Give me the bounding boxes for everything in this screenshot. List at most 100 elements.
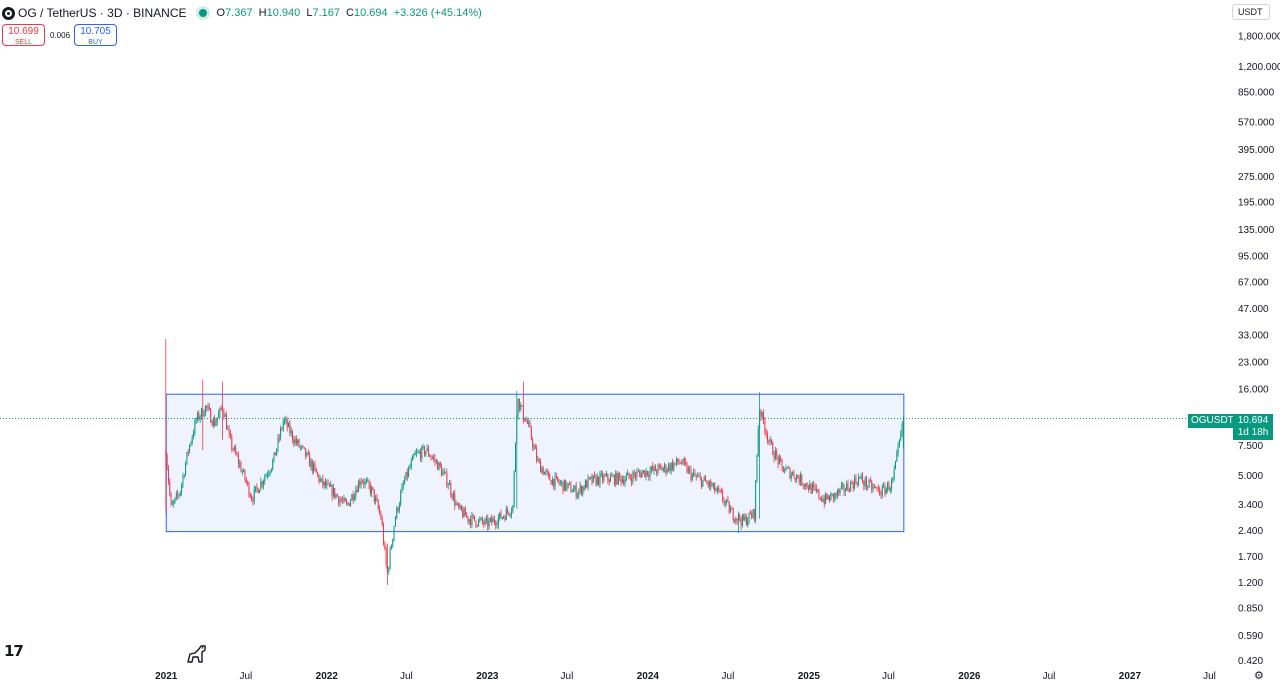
candle (839, 488, 841, 497)
candle (367, 477, 369, 483)
candle (752, 508, 754, 519)
candle (575, 481, 577, 500)
candle (858, 473, 860, 487)
candle (249, 492, 251, 498)
candle (452, 490, 454, 502)
candle (825, 492, 827, 505)
candle (375, 494, 377, 505)
candle (294, 436, 296, 446)
symbol-title[interactable]: OG / TetherUS · 3D · BINANCE (18, 6, 187, 20)
candle (686, 461, 688, 474)
candle (871, 479, 873, 494)
candle (243, 467, 245, 473)
candle (822, 495, 824, 503)
y-tick-label: 275.000 (1238, 172, 1275, 183)
y-tick-label: 47.000 (1238, 304, 1269, 315)
candle (319, 475, 321, 483)
candle (474, 515, 476, 522)
candle (732, 507, 734, 523)
candle (262, 479, 264, 490)
y-tick-label: 1.200 (1238, 578, 1263, 589)
candle (241, 469, 243, 476)
range-box[interactable] (165, 393, 905, 533)
candle (792, 471, 794, 476)
currency-selector[interactable]: USDT (1232, 4, 1270, 20)
candle (507, 506, 509, 515)
candle (544, 471, 546, 475)
buy-button[interactable]: 10.705 BUY (74, 24, 117, 46)
candle (722, 488, 724, 503)
candle (489, 516, 491, 523)
candle (600, 470, 602, 478)
candle (628, 472, 630, 479)
candle (441, 463, 443, 477)
y-tick-label: 33.000 (1238, 330, 1269, 341)
candle (379, 505, 381, 516)
candle (896, 449, 898, 463)
candle (508, 511, 510, 517)
candle (547, 470, 549, 479)
y-tick-label: 1.700 (1238, 552, 1263, 563)
y-tick-label: 0.590 (1238, 631, 1263, 642)
candle (674, 463, 676, 466)
candle (392, 538, 394, 549)
candle (524, 417, 526, 422)
candle (803, 483, 805, 490)
sell-button[interactable]: 10.699 SELL (2, 24, 45, 46)
candle (865, 475, 867, 491)
candle (472, 513, 474, 520)
candle (542, 465, 544, 476)
candle (714, 482, 716, 494)
candle (301, 444, 303, 450)
candle (277, 434, 279, 453)
y-tick-label: 0.850 (1238, 604, 1263, 615)
candle (902, 416, 904, 449)
tradingview-logo-icon[interactable]: 17 (4, 642, 24, 660)
candle (678, 458, 680, 465)
dinosaur-icon[interactable] (186, 644, 208, 664)
candle (536, 444, 538, 464)
candle (743, 513, 745, 521)
candle (635, 471, 637, 482)
candle (509, 513, 511, 518)
settings-gear-icon[interactable]: ⚙ (1254, 670, 1264, 682)
candle (463, 506, 465, 518)
candle (401, 482, 403, 494)
candle (189, 444, 191, 454)
candle (511, 507, 513, 519)
candle (377, 498, 379, 511)
candle (821, 495, 823, 502)
candle (412, 454, 414, 461)
candle (566, 481, 568, 492)
candle (413, 452, 415, 459)
candle (720, 487, 722, 494)
candle (883, 482, 885, 489)
candle (872, 482, 874, 493)
candle (891, 477, 893, 493)
og-coin-icon[interactable] (2, 6, 15, 20)
candle (360, 477, 362, 489)
candle (278, 433, 280, 443)
candle (512, 504, 514, 514)
x-tick-label: Jul (239, 671, 252, 682)
candle (276, 448, 278, 457)
candle (559, 479, 561, 486)
candle (567, 483, 569, 489)
candle (268, 469, 270, 478)
candle (326, 479, 328, 490)
candle (885, 487, 887, 495)
candle (807, 484, 809, 493)
candle (657, 463, 659, 476)
candle (199, 414, 201, 423)
candle (636, 468, 638, 481)
candle (768, 439, 770, 445)
candle (244, 469, 246, 483)
candle (625, 472, 627, 482)
candle (356, 485, 358, 493)
candle (796, 474, 798, 483)
candle (274, 452, 276, 456)
candle (166, 453, 168, 471)
candle (179, 491, 181, 497)
candle (397, 506, 399, 513)
